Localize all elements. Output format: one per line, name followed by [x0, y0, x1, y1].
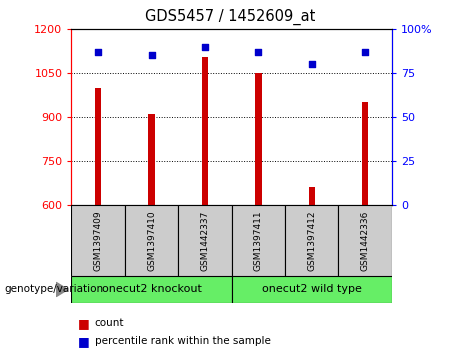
Text: GSM1397410: GSM1397410: [147, 210, 156, 271]
Text: percentile rank within the sample: percentile rank within the sample: [95, 336, 271, 346]
Text: GSM1397411: GSM1397411: [254, 210, 263, 271]
Bar: [202, 57, 208, 205]
Point: [95, 49, 102, 55]
Bar: [148, 114, 155, 205]
Bar: [71, 276, 231, 303]
Text: GSM1397412: GSM1397412: [307, 210, 316, 271]
Text: GSM1442336: GSM1442336: [361, 210, 370, 271]
Text: GSM1442337: GSM1442337: [201, 210, 209, 271]
Text: onecut2 wild type: onecut2 wild type: [262, 285, 362, 294]
Text: GSM1397409: GSM1397409: [94, 210, 103, 271]
Text: ■: ■: [78, 335, 90, 348]
Point: [201, 44, 209, 50]
Bar: [255, 73, 261, 205]
Bar: [178, 205, 231, 276]
Text: count: count: [95, 318, 124, 328]
Text: GDS5457 / 1452609_at: GDS5457 / 1452609_at: [145, 9, 316, 25]
Bar: [362, 102, 368, 205]
Point: [254, 49, 262, 55]
Text: ■: ■: [78, 317, 90, 330]
Bar: [338, 205, 392, 276]
Bar: [71, 205, 125, 276]
Bar: [308, 187, 315, 205]
Bar: [95, 88, 101, 205]
Polygon shape: [56, 282, 68, 297]
Point: [308, 61, 315, 67]
Point: [148, 53, 155, 58]
Text: genotype/variation: genotype/variation: [5, 285, 104, 294]
Text: onecut2 knockout: onecut2 knockout: [101, 285, 201, 294]
Bar: [231, 276, 392, 303]
Bar: [125, 205, 178, 276]
Point: [361, 49, 369, 55]
Bar: [231, 205, 285, 276]
Bar: [285, 205, 338, 276]
